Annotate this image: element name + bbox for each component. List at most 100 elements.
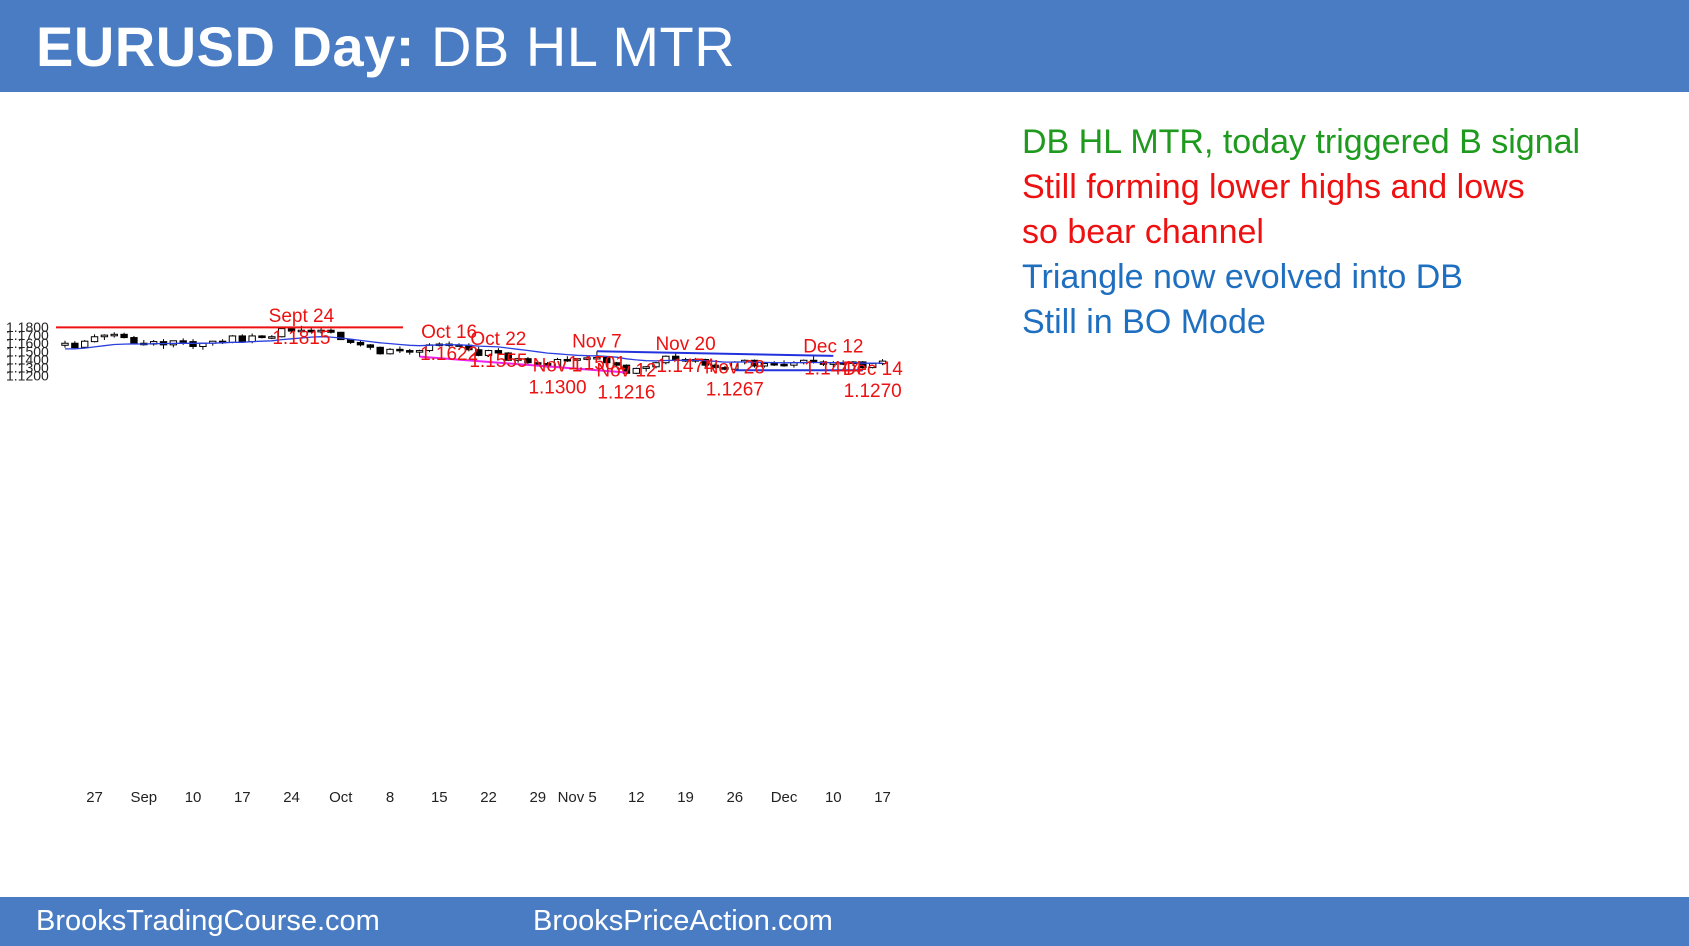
- bull-candle: [415, 350, 424, 353]
- page-title: EURUSD Day: DB HL MTR: [36, 14, 735, 79]
- y-tick-label: 1.1400: [6, 351, 49, 367]
- x-tick-label: 17: [874, 789, 891, 806]
- title-rest: DB HL MTR: [414, 15, 736, 78]
- bear-candle: [406, 350, 414, 353]
- annotation-label: Dec 12: [803, 337, 863, 358]
- annotation-label: 1.1216: [597, 383, 655, 404]
- y-tick-label: 1.1600: [6, 335, 49, 351]
- bear-candle: [859, 361, 867, 369]
- x-tick-label: 26: [726, 789, 743, 806]
- note-line: Triangle now evolved into DB: [1022, 258, 1463, 296]
- bear-candle: [721, 367, 729, 370]
- y-tick-label: 1.1700: [6, 327, 49, 343]
- bear-candle: [238, 335, 247, 343]
- bear-candle: [534, 362, 542, 365]
- bull-candle: [632, 367, 640, 374]
- bear-candle: [494, 350, 503, 354]
- annotation-label: 1.1474: [656, 356, 715, 377]
- bull-candle: [642, 366, 650, 369]
- bull-candle: [583, 357, 591, 360]
- y-tick-label: 1.1800: [6, 319, 49, 335]
- bull-candle: [228, 335, 237, 343]
- annotation-label: Sept 24: [269, 306, 335, 327]
- bull-candle: [386, 348, 394, 355]
- bull-candle: [90, 336, 99, 343]
- footer-bar: BrooksTradingCourse.com BrooksPriceActio…: [0, 897, 1689, 946]
- bear-candle: [524, 358, 532, 364]
- bull-candle: [81, 340, 89, 348]
- bull-candle: [297, 329, 306, 333]
- note-line: Still forming lower highs and lows: [1022, 168, 1525, 206]
- bear-candle: [603, 356, 611, 364]
- annotation-label: Nov 20: [655, 334, 715, 355]
- bear-candle: [711, 364, 719, 369]
- x-tick-label: Sep: [130, 789, 157, 806]
- footer-link-price-action[interactable]: BrooksPriceAction.com: [533, 905, 833, 937]
- bear-candle: [376, 346, 384, 355]
- annotation-label: Nov 28: [705, 358, 765, 379]
- bull-candle: [268, 336, 276, 339]
- x-tick-label: 10: [825, 789, 842, 806]
- x-tick-label: 22: [480, 789, 497, 806]
- footer-link-trading-course[interactable]: BrooksTradingCourse.com: [36, 905, 380, 937]
- bear-candle: [189, 341, 197, 347]
- bear-candle: [130, 337, 138, 344]
- note-line: so bear channel: [1022, 213, 1264, 251]
- bear-candle: [258, 335, 266, 339]
- x-tick-label: 12: [628, 789, 645, 806]
- bear-candle: [396, 348, 404, 352]
- annotation-label: Oct 16: [421, 322, 477, 343]
- bull-candle: [662, 355, 670, 364]
- bear-candle: [750, 359, 759, 367]
- x-tick-label: 8: [386, 789, 394, 806]
- x-tick-label: 27: [86, 789, 103, 806]
- x-tick-label: Nov 5: [558, 789, 597, 806]
- bear-candle: [672, 355, 680, 360]
- bear-candle: [327, 329, 335, 333]
- x-tick-label: Dec: [771, 789, 798, 806]
- bear-candle: [120, 333, 128, 339]
- bull-candle: [278, 328, 286, 338]
- bull-candle: [760, 363, 769, 367]
- bear-candle: [366, 344, 375, 348]
- triangle-top-line: [596, 350, 834, 357]
- y-tick-label: 1.1200: [6, 368, 49, 384]
- annotation-label: Oct 22: [470, 329, 526, 350]
- bull-candle: [484, 350, 493, 356]
- x-tick-label: 15: [431, 789, 448, 806]
- annotation-label: 1.1622: [420, 344, 478, 365]
- bear-candle: [287, 328, 296, 332]
- bear-candle: [307, 329, 315, 333]
- bull-candle: [573, 358, 581, 361]
- annotation-label: 1.1815: [272, 328, 330, 349]
- bull-candle: [61, 342, 69, 346]
- annotation-label: Nov 1: [533, 355, 583, 376]
- bear-candle: [504, 352, 512, 361]
- note-line: Still in BO Mode: [1022, 303, 1266, 341]
- ema-line: [64, 336, 883, 364]
- bull-candle: [593, 356, 601, 360]
- bull-candle: [652, 362, 660, 368]
- wedge-line: [419, 355, 627, 374]
- bull-candle: [514, 358, 522, 361]
- annotation-label: 1.1444: [804, 359, 863, 380]
- x-tick-label: 29: [529, 789, 546, 806]
- bear-candle: [780, 363, 788, 367]
- bull-candle: [100, 334, 109, 338]
- commentary-notes: DB HL MTR, today triggered B signal Stil…: [1022, 120, 1580, 345]
- bear-candle: [770, 363, 778, 366]
- bear-candle: [622, 364, 631, 374]
- bull-candle: [317, 329, 325, 333]
- y-tick-label: 1.1500: [6, 343, 49, 359]
- x-tick-label: 17: [234, 789, 251, 806]
- x-tick-label: Oct: [329, 789, 353, 806]
- x-tick-label: 19: [677, 789, 694, 806]
- annotation-label: Nov 7: [572, 332, 622, 353]
- bear-candle: [337, 331, 345, 341]
- annotation-label: 1.1300: [528, 377, 586, 398]
- bull-candle: [248, 335, 256, 343]
- x-tick-label: 10: [185, 789, 202, 806]
- x-tick-label: 24: [283, 789, 300, 806]
- y-tick-label: 1.1300: [6, 360, 49, 376]
- bear-candle: [179, 340, 187, 343]
